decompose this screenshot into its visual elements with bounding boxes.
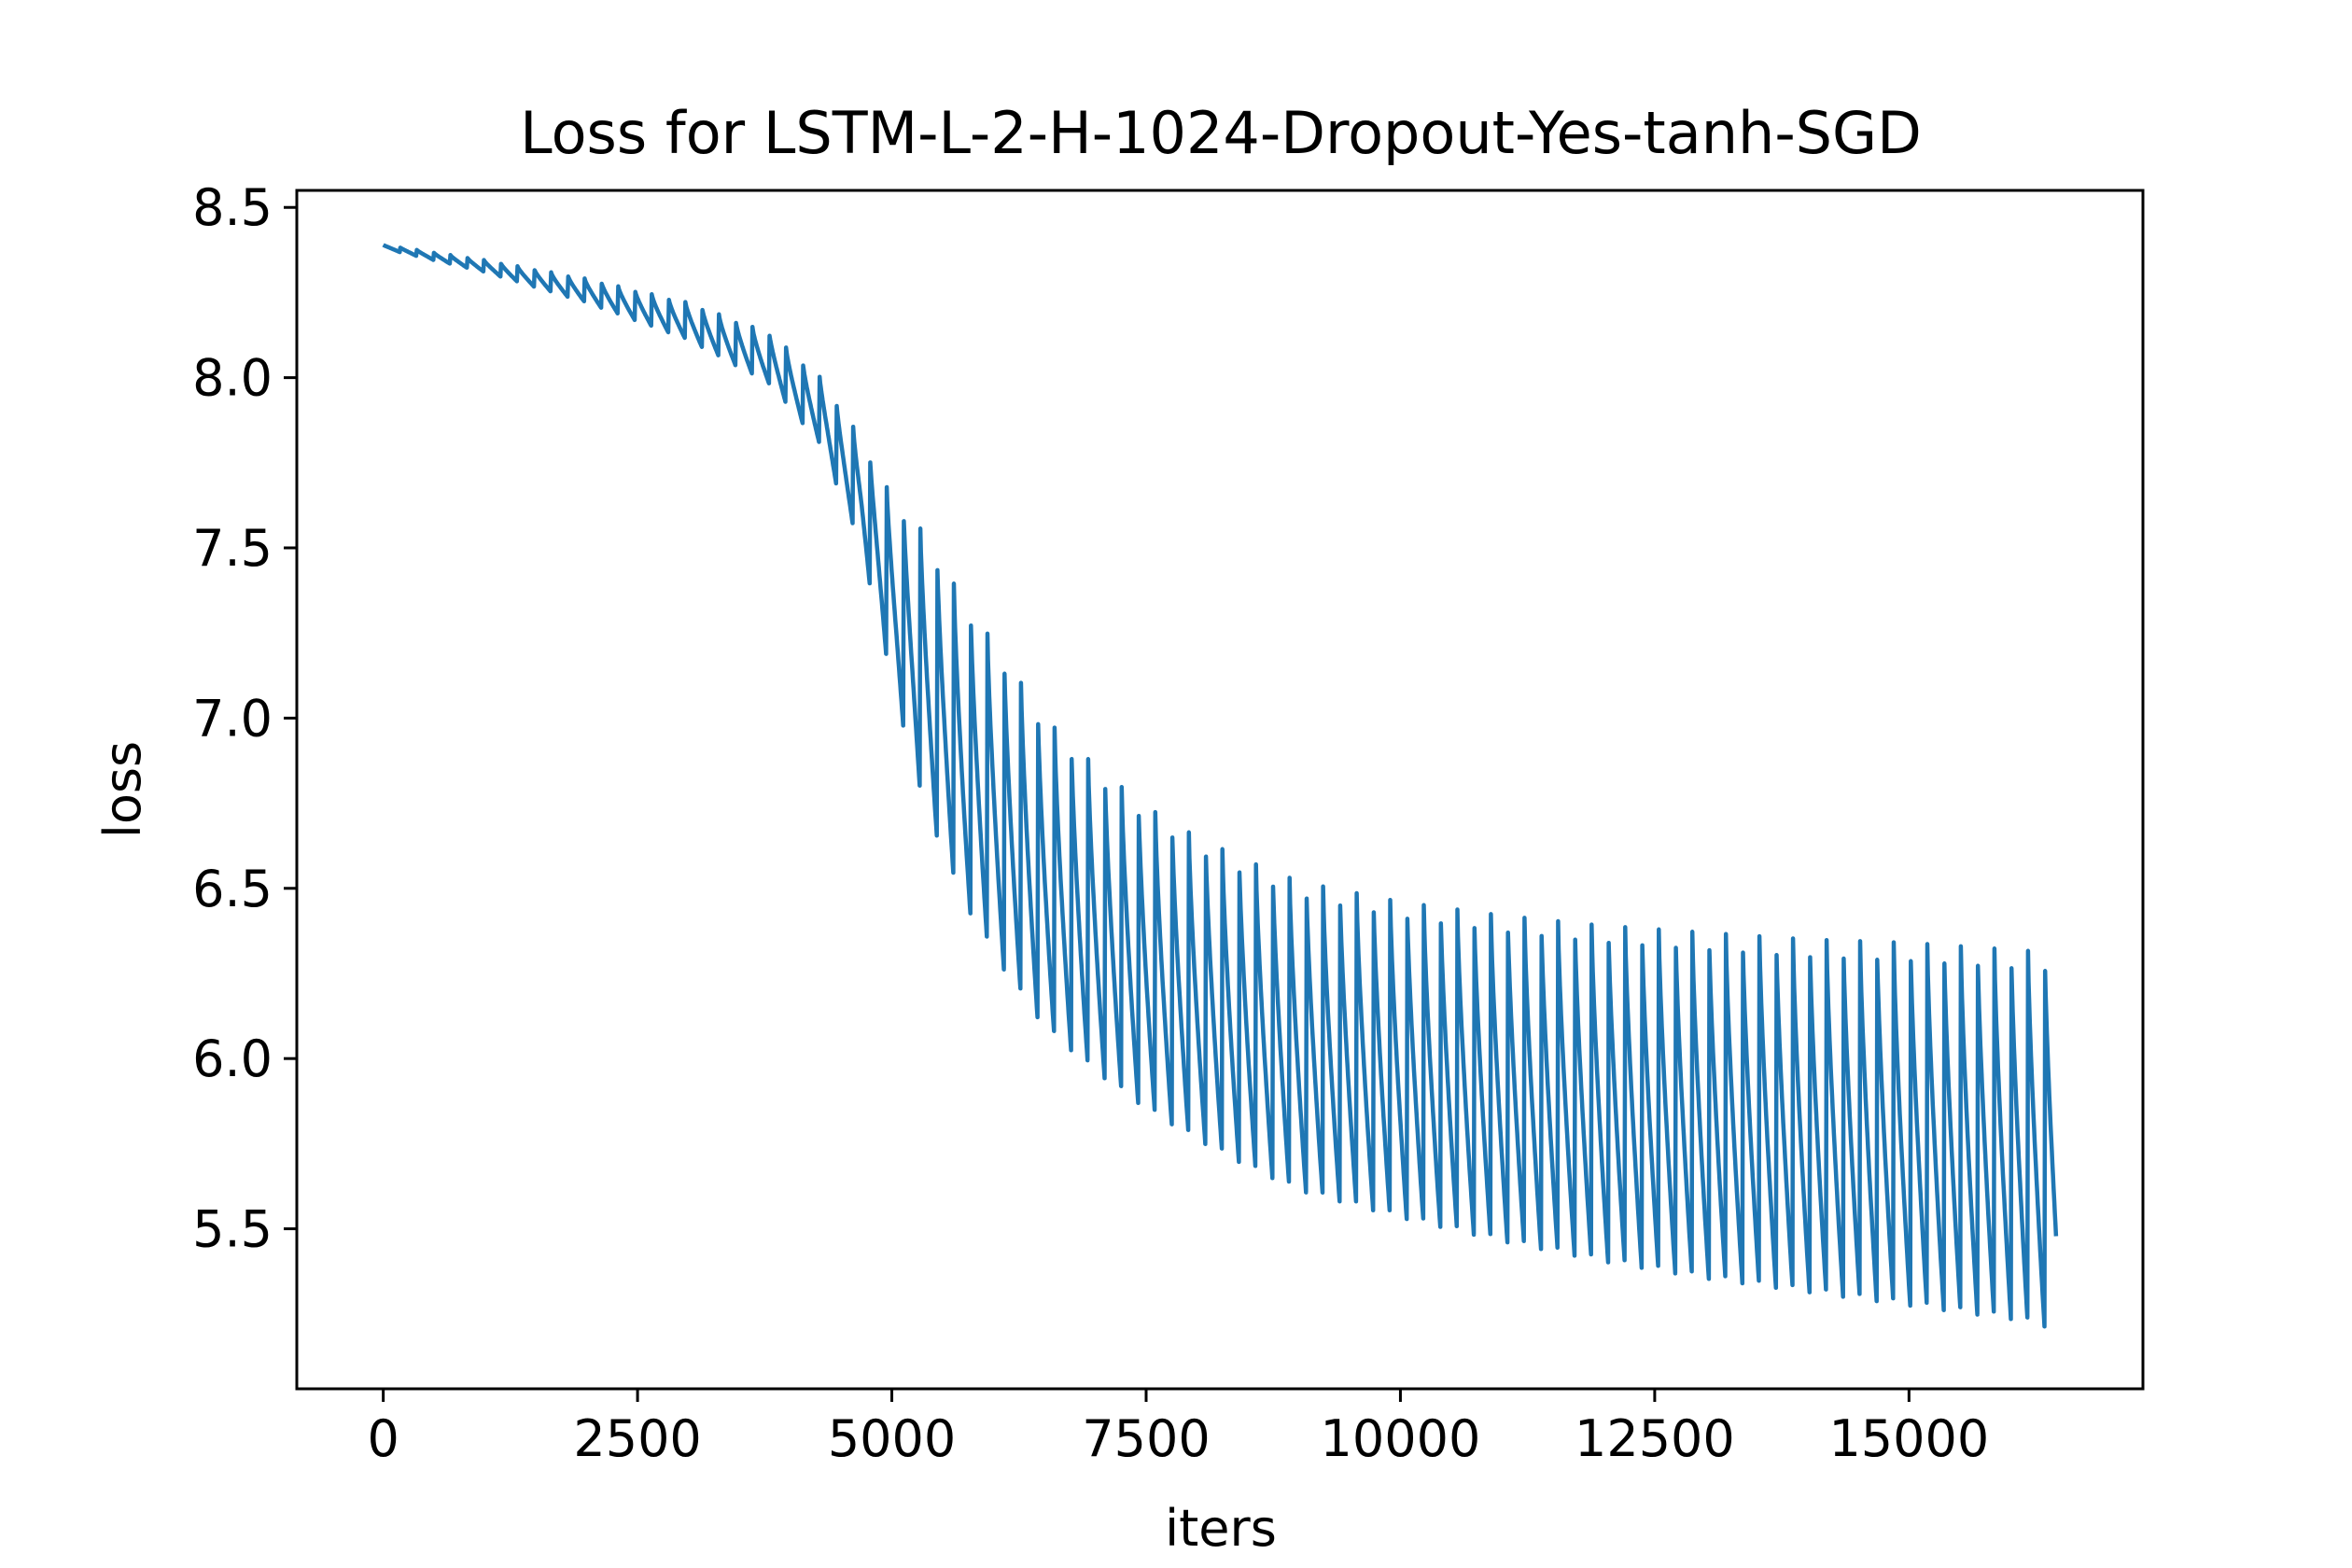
y-axis-label: loss: [93, 741, 152, 838]
x-tick-label: 2500: [573, 1409, 701, 1468]
x-axis: 0 2500 5000 7500 10000 12500 15000: [367, 1389, 1989, 1468]
y-tick-label: 8.0: [192, 349, 273, 408]
y-tick-label: 7.0: [192, 689, 273, 748]
series-layer: [382, 243, 2059, 1329]
chart-title: Loss for LSTM-L-2-H-1024-Dropout-Yes-tan…: [520, 99, 1922, 167]
x-tick-label: 12500: [1575, 1409, 1735, 1468]
x-tick-label: 0: [367, 1409, 399, 1468]
x-tick-label: 15000: [1828, 1409, 1989, 1468]
x-tick-label: 7500: [1082, 1409, 1210, 1468]
y-tick-label: 7.5: [192, 519, 273, 578]
plot-frame: [295, 189, 2145, 1391]
y-axis: 5.5 6.0 6.5 7.0 7.5 8.0 8.5: [192, 178, 297, 1259]
y-tick-label: 6.5: [192, 860, 273, 918]
y-tick-label: 6.0: [192, 1029, 273, 1088]
y-tick-label: 8.5: [192, 178, 273, 237]
y-tick-label: 5.5: [192, 1200, 273, 1259]
x-tick-label: 10000: [1321, 1409, 1481, 1468]
x-tick-label: 5000: [828, 1409, 956, 1468]
x-axis-label: iters: [1165, 1499, 1277, 1558]
loss-series-line: [382, 243, 2059, 1329]
